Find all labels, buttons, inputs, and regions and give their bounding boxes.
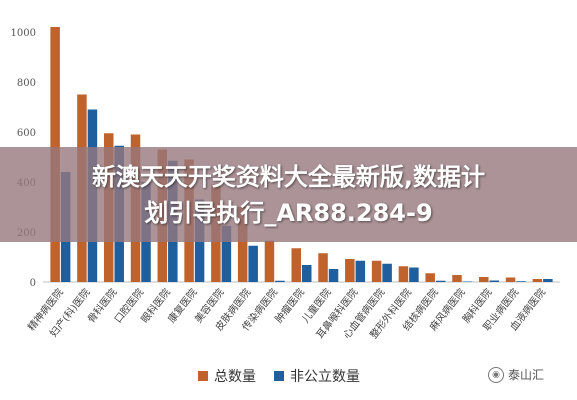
bar-private [516,281,526,282]
bar-private [221,225,232,282]
legend-swatch-total [198,371,208,381]
overlay-line-2: 划引导执行_AR88.284-9 [144,198,433,227]
bar-total [505,277,516,282]
y-tick-label: 1000 [11,28,36,39]
chart-legend: 总数量 非公立数量 [198,366,378,386]
bar-private [355,260,366,282]
bar-total [398,266,409,282]
wechat-logo-icon: ◉ [488,366,504,383]
legend-item-total: 总数量 [198,366,256,386]
overlay-banner: 新澳天天开奖资料大全最新版,数据计 划引导执行_AR88.284-9 [0,147,577,242]
bar-private [489,280,500,282]
bar-total [318,253,328,282]
bar-total [425,273,435,282]
y-tick-label: 800 [17,78,36,89]
bar-total [452,275,462,282]
bar-total [291,248,301,282]
legend-swatch-private [274,371,284,381]
bar-private [435,280,446,282]
legend-label-total: 总数量 [214,369,256,385]
bar-total [532,279,543,282]
bar-total [237,207,248,282]
bar-private [462,281,473,282]
y-tick-label: 600 [17,128,36,139]
bar-total [371,260,382,282]
bar-private [409,267,419,282]
bar-private [543,279,553,282]
bar-private [302,265,312,282]
bar-total [264,240,275,282]
bar-private [248,245,258,282]
bar-total [345,259,355,282]
bar-private [328,269,339,282]
bar-private [382,263,392,282]
bar-total [479,277,489,282]
bar-private [275,280,285,282]
watermark-text: 泰山汇 [508,368,545,382]
y-tick-label: 0 [30,278,36,289]
watermark: ◉ 泰山汇 [488,366,544,383]
legend-item-private: 非公立数量 [274,366,360,386]
overlay-line-1: 新澳天天开奖资料大全最新版,数据计 [91,162,486,191]
legend-label-private: 非公立数量 [290,369,360,385]
